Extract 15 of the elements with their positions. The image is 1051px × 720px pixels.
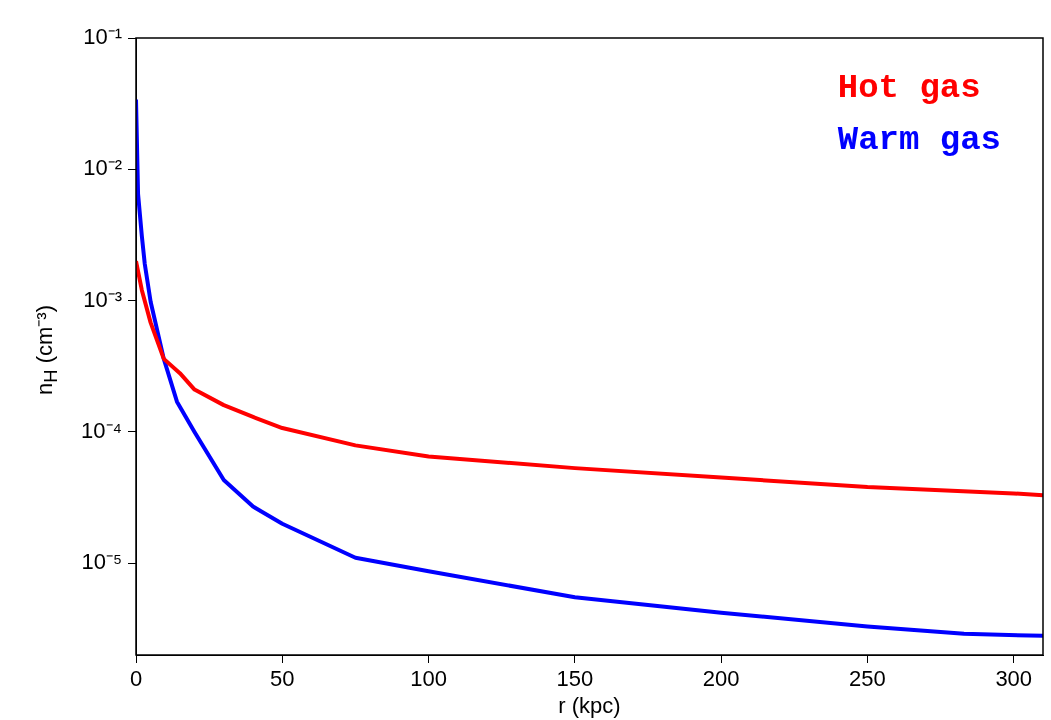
x-tick-label: 300 (995, 666, 1033, 692)
x-tick-label: 150 (556, 666, 594, 692)
text: Hot gas (837, 68, 982, 109)
y-tick-label: 10⁻⁵ (81, 549, 122, 575)
x-tick-label: 250 (849, 666, 886, 692)
y-tick-label: 10⁻³ (83, 286, 122, 312)
y-tick-label: 10⁻² (83, 155, 122, 181)
y-tick-label: 10⁻⁴ (81, 417, 122, 443)
x-tick-label: 50 (270, 666, 295, 692)
x-axis-title: r (kpc) (558, 692, 621, 718)
x-tick-label: 0 (129, 666, 143, 692)
x-tick-label: 200 (702, 666, 740, 692)
x-tick-label: 100 (410, 666, 447, 692)
y-tick-label: 10⁻¹ (83, 24, 122, 50)
text: Warm gas (837, 120, 1001, 161)
